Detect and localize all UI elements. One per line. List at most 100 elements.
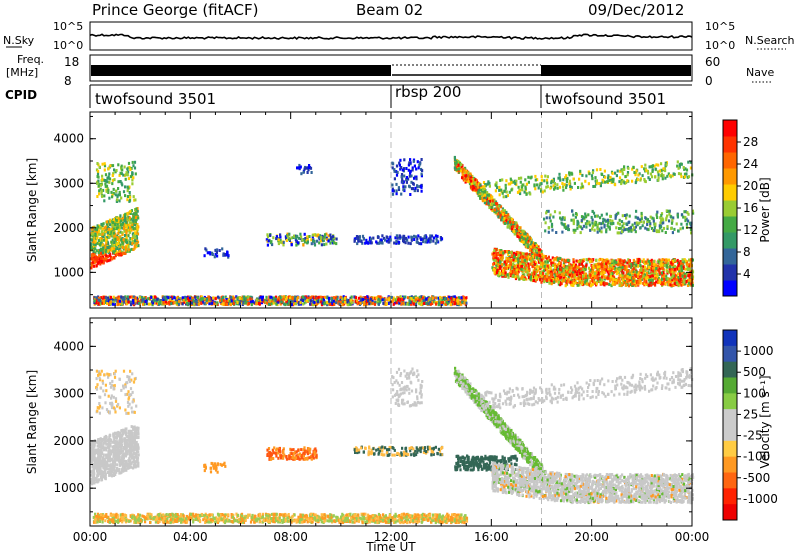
echo-cell bbox=[316, 298, 319, 302]
echo-cell bbox=[510, 179, 513, 183]
echo-cell bbox=[689, 269, 692, 273]
echo-cell bbox=[203, 295, 206, 299]
echo-cell bbox=[337, 301, 340, 305]
cpid-label: CPID bbox=[5, 88, 37, 102]
echo-cell bbox=[114, 249, 117, 253]
echo-cell bbox=[109, 164, 112, 168]
echo-cell bbox=[147, 297, 150, 301]
echo-cell bbox=[141, 300, 144, 304]
echo-cell bbox=[126, 212, 129, 216]
echo-cell bbox=[548, 265, 551, 269]
echo-cell bbox=[312, 300, 315, 304]
echo-cell bbox=[104, 173, 108, 177]
echo-cell bbox=[313, 300, 316, 304]
echo-cell bbox=[113, 231, 116, 235]
echo-cell bbox=[402, 301, 405, 305]
echo-cell bbox=[522, 263, 526, 267]
echo-cell bbox=[467, 174, 470, 178]
echo-cell bbox=[349, 302, 352, 306]
echo-cell bbox=[104, 238, 108, 242]
echo-cell bbox=[96, 181, 99, 185]
echo-cell bbox=[353, 295, 356, 299]
echo-cell bbox=[553, 182, 556, 185]
echo-cell bbox=[109, 300, 112, 304]
echo-cell bbox=[200, 301, 203, 305]
echo-cell bbox=[545, 185, 548, 189]
echo-cell bbox=[562, 188, 565, 192]
echo-cell bbox=[272, 296, 275, 300]
echo-cell bbox=[304, 296, 307, 300]
echo-cell bbox=[516, 190, 520, 194]
echo-cell bbox=[533, 247, 537, 251]
echo-cell bbox=[279, 233, 282, 237]
echo-cell bbox=[98, 189, 101, 193]
echo-cell bbox=[115, 296, 118, 300]
echo-cell bbox=[120, 181, 123, 185]
echo-cell bbox=[186, 297, 189, 301]
echo-cell bbox=[438, 301, 441, 305]
echo-cell bbox=[448, 295, 451, 299]
echo-cell bbox=[398, 163, 401, 167]
echo-cell bbox=[142, 298, 145, 301]
echo-cell bbox=[517, 226, 521, 230]
echo-cell bbox=[162, 300, 165, 304]
echo-cell bbox=[414, 302, 418, 306]
echo-cell bbox=[121, 299, 124, 303]
echo-cell bbox=[423, 296, 426, 300]
echo-cell bbox=[318, 234, 322, 238]
echo-cell bbox=[419, 184, 423, 188]
echo-cell bbox=[505, 265, 508, 269]
echo-cell bbox=[519, 226, 522, 230]
echo-cell bbox=[120, 196, 123, 200]
echo-cell bbox=[99, 247, 103, 251]
echo-cell bbox=[454, 160, 457, 164]
echo-cell bbox=[103, 168, 106, 172]
echo-cell bbox=[116, 222, 119, 226]
echo-cell bbox=[209, 298, 212, 302]
echo-cell bbox=[611, 171, 614, 175]
echo-cell bbox=[399, 298, 402, 301]
echo-cell bbox=[355, 235, 359, 238]
echo-cell bbox=[513, 232, 516, 236]
echo-cell bbox=[104, 257, 107, 260]
echo-cell bbox=[421, 296, 424, 300]
echo-cell bbox=[484, 193, 487, 197]
echo-cell bbox=[515, 221, 518, 225]
echo-cell bbox=[126, 167, 129, 171]
echo-cell bbox=[370, 237, 373, 241]
echo-cell bbox=[306, 171, 309, 174]
cpid-mode-3: twofsound 3501 bbox=[545, 90, 666, 108]
echo-cell bbox=[328, 299, 331, 303]
echo-cell bbox=[499, 213, 502, 217]
echo-cell bbox=[253, 301, 257, 305]
echo-cell bbox=[407, 163, 410, 167]
echo-cell bbox=[503, 216, 506, 220]
echo-cell bbox=[587, 266, 591, 270]
echo-cell bbox=[409, 161, 412, 165]
echo-cell bbox=[101, 251, 105, 255]
echo-cell bbox=[111, 233, 114, 237]
echo-cell bbox=[465, 296, 468, 300]
echo-cell bbox=[523, 190, 526, 194]
echo-cell bbox=[413, 234, 416, 238]
echo-cell bbox=[309, 298, 312, 302]
echo-cell bbox=[391, 189, 394, 193]
echo-cell bbox=[295, 243, 298, 247]
echo-cell bbox=[493, 203, 496, 206]
echo-cell bbox=[310, 242, 313, 246]
echo-cell bbox=[642, 270, 645, 274]
echo-cell bbox=[640, 165, 643, 169]
echo-cell bbox=[518, 189, 521, 193]
echo-cell bbox=[98, 165, 101, 169]
echo-cell bbox=[164, 300, 167, 304]
echo-cell bbox=[112, 227, 115, 231]
echo-cell bbox=[620, 283, 623, 287]
echo-cell bbox=[418, 302, 421, 306]
echo-cell bbox=[320, 243, 323, 247]
echo-cell bbox=[102, 235, 105, 238]
echo-cell bbox=[487, 194, 490, 198]
echo-cell bbox=[176, 301, 179, 305]
echo-cell bbox=[132, 195, 135, 199]
echo-cell bbox=[136, 209, 139, 213]
echo-cell bbox=[99, 232, 102, 236]
